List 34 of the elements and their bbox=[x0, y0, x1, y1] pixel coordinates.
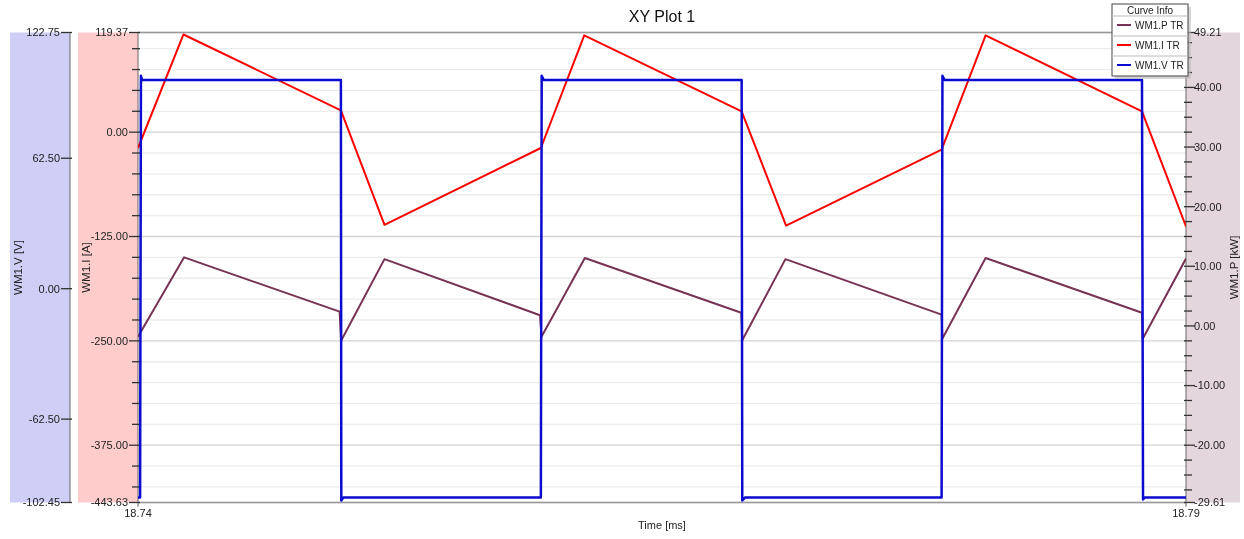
legend-label: WM1.I TR bbox=[1135, 40, 1180, 51]
y3-axis-title: WM1.V [V] bbox=[12, 240, 24, 295]
y-tick-label: -443.63 bbox=[90, 496, 128, 509]
y-tick-label: 0.00 bbox=[106, 126, 128, 138]
y-axis-title: WM1.I [A] bbox=[80, 242, 92, 293]
x-tick-label: 18.79 bbox=[1172, 506, 1200, 519]
y-tick-label: -125.00 bbox=[90, 230, 128, 243]
y3-tick-label: 62.50 bbox=[32, 152, 60, 165]
y-tick-label: 119.37 bbox=[95, 26, 128, 39]
legend-label: WM1.V TR bbox=[1135, 60, 1184, 71]
legend-title: Curve Info bbox=[1126, 5, 1174, 16]
y3-tick-label: -62.50 bbox=[28, 412, 60, 425]
line-series bbox=[138, 256, 1186, 342]
y-tick-label: -250.00 bbox=[90, 334, 128, 347]
y3-tick-label: 122.75 bbox=[26, 26, 60, 39]
y3-tick-label: 0.00 bbox=[38, 282, 60, 295]
y2-tick-label: 40.00 bbox=[1194, 81, 1222, 94]
y3-tick-label: -102.45 bbox=[22, 496, 60, 509]
y2-tick-label: -20.00 bbox=[1194, 439, 1226, 452]
y2-axis-title: WM1.P [kW] bbox=[1228, 235, 1240, 300]
x-axis-title: Time [ms] bbox=[638, 518, 686, 531]
y2-tick-label: -29.61 bbox=[1194, 496, 1226, 509]
y2-tick-label: -10.00 bbox=[1194, 379, 1226, 392]
y2-tick-label: 10.00 bbox=[1194, 260, 1222, 273]
y2-tick-label: 0.00 bbox=[1194, 319, 1216, 332]
line-series bbox=[138, 33, 1186, 228]
line-series bbox=[138, 74, 1186, 502]
y2-tick-label: 20.00 bbox=[1194, 200, 1222, 213]
y2-tick-label: 49.21 bbox=[1194, 26, 1222, 39]
x-tick-label: 18.74 bbox=[124, 506, 152, 519]
y-tick-label: -375.00 bbox=[90, 439, 128, 452]
chart-title: XY Plot 1 bbox=[628, 8, 696, 25]
y2-tick-label: 30.00 bbox=[1194, 140, 1222, 153]
legend-label: WM1.P TR bbox=[1135, 20, 1184, 31]
